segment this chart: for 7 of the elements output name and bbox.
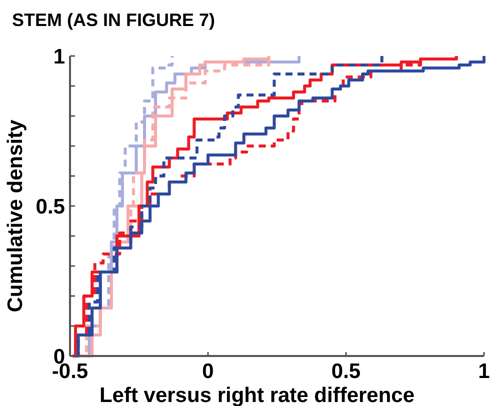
y-axis-title: Cumulative density: [4, 119, 27, 312]
x-tick-label: 0: [202, 360, 214, 383]
x-tick-label: 1: [478, 360, 490, 383]
y-tick-label: 1: [53, 45, 66, 68]
chart-title: STEM (AS IN FIGURE 7): [12, 10, 216, 30]
y-tick-label: 0.5: [36, 195, 66, 218]
x-tick-label: 0.5: [331, 360, 361, 383]
